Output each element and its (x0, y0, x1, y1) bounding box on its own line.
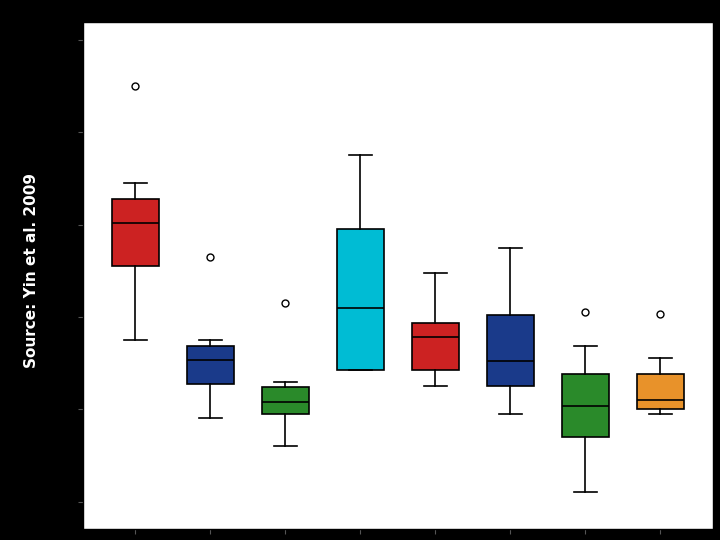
PathPatch shape (412, 323, 459, 369)
PathPatch shape (637, 374, 683, 409)
PathPatch shape (337, 230, 384, 370)
Text: Source: Yin et al. 2009: Source: Yin et al. 2009 (24, 172, 39, 368)
Title: Dynamic Sea Level Rise (2091-2100)
by Ten IPCC AR4 Models.: Dynamic Sea Level Rise (2091-2100) by Te… (213, 0, 582, 17)
Y-axis label: Dynamic sea-level rise (m): Dynamic sea-level rise (m) (23, 183, 37, 368)
PathPatch shape (562, 374, 608, 437)
PathPatch shape (262, 387, 309, 414)
PathPatch shape (187, 347, 233, 384)
PathPatch shape (112, 199, 158, 266)
PathPatch shape (487, 315, 534, 386)
